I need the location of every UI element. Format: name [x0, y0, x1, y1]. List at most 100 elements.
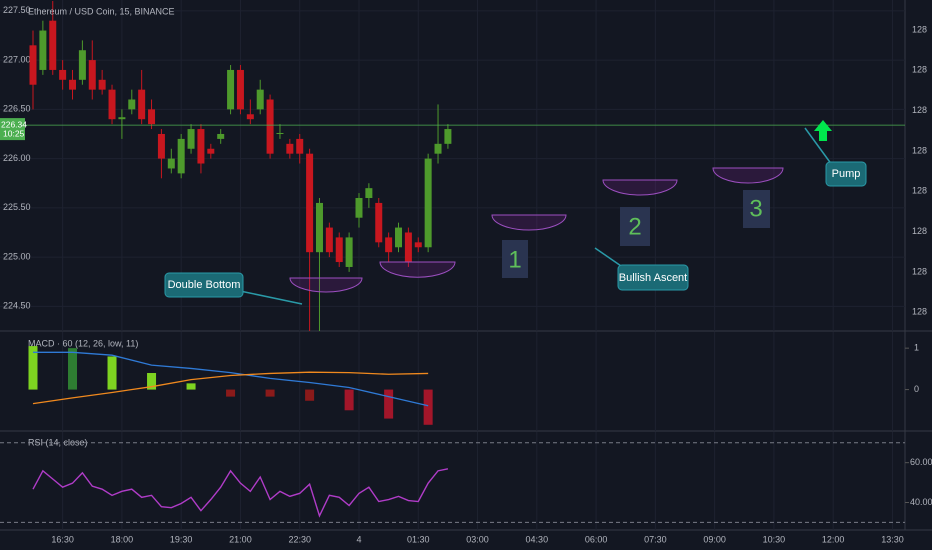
x-tick-label: 04:30	[526, 534, 549, 544]
x-tick-label: 07:30	[644, 534, 667, 544]
arc	[379, 261, 456, 278]
x-tick-label: 12:00	[822, 534, 845, 544]
y-tick-label: 60.00	[910, 457, 932, 467]
right-axis-label: 128	[912, 226, 927, 236]
step-label: 3	[749, 195, 762, 222]
y-tick-label: 1	[914, 343, 919, 353]
candle-body	[78, 50, 86, 80]
step-box	[743, 190, 770, 228]
x-tick-label: 01:30	[407, 534, 430, 544]
x-tick-label: 16:30	[51, 534, 74, 544]
right-axis-label: 128	[912, 24, 927, 34]
y-tick-label: 227.50	[3, 5, 31, 15]
x-tick-label: 06:00	[585, 534, 608, 544]
candle-body	[187, 129, 195, 149]
countdown-label: 10:25	[3, 128, 25, 138]
candle-body	[128, 99, 136, 110]
right-axis-label: 128	[912, 307, 927, 317]
candle-body	[414, 242, 422, 248]
right-axis-label: 128	[912, 145, 927, 155]
step-box	[620, 207, 650, 246]
candle-body	[286, 143, 294, 154]
x-tick-label: 03:00	[466, 534, 489, 544]
callout-pointer	[239, 290, 303, 305]
histogram-bar	[107, 356, 117, 390]
arc	[491, 214, 567, 231]
callout-pointer	[594, 247, 625, 269]
right-axis-label: 128	[912, 266, 927, 276]
candle-body	[177, 138, 185, 174]
candle-body	[335, 237, 343, 263]
candle-body	[444, 129, 452, 144]
candle-body	[207, 148, 215, 154]
candle-body	[385, 237, 393, 253]
x-tick-label: 09:00	[703, 534, 726, 544]
histogram-bar	[265, 389, 275, 397]
callout-box	[164, 272, 244, 298]
histogram-bar	[147, 373, 157, 390]
histogram-bar	[305, 389, 315, 401]
candle-body	[59, 69, 67, 80]
candle-body	[365, 188, 373, 199]
candle-body	[306, 153, 314, 253]
candle-body	[355, 198, 363, 218]
arc	[712, 167, 784, 184]
histogram-bar	[226, 389, 236, 397]
candle-body	[256, 89, 264, 110]
candle-body	[49, 20, 57, 70]
candle-body	[325, 227, 333, 253]
step-box	[502, 240, 528, 278]
candle-body	[434, 143, 442, 154]
candle-body	[138, 89, 146, 120]
histogram-bar	[423, 389, 433, 425]
macd-line	[32, 351, 429, 407]
histogram-bar	[384, 389, 394, 419]
candle-body	[29, 45, 37, 85]
x-tick-label: 18:00	[111, 534, 134, 544]
histogram-bar	[68, 348, 78, 390]
histogram-bar	[186, 383, 196, 390]
chart-title: Ethereum / USD Coin, 15, BINANCE	[28, 6, 175, 16]
y-tick-label: 225.50	[3, 202, 31, 212]
candle-body	[296, 138, 304, 154]
callout-box	[825, 161, 867, 187]
candle-body	[167, 158, 175, 169]
arrow-up	[814, 120, 832, 141]
candle-body	[315, 202, 323, 253]
x-tick-label: 22:30	[288, 534, 311, 544]
rsi-line	[32, 468, 449, 518]
candle-body	[395, 227, 403, 248]
y-tick-label: 40.00	[910, 497, 932, 507]
macd-line	[32, 371, 429, 405]
x-tick-label: 21:00	[229, 534, 252, 544]
callout-text: Bullish Ascent	[619, 272, 687, 284]
x-tick-label: 13:30	[881, 534, 904, 544]
histogram-bar	[28, 346, 38, 390]
candle-body	[217, 133, 225, 139]
candle-body	[375, 202, 383, 243]
candle-body	[404, 232, 412, 263]
y-tick-label: 224.50	[3, 301, 31, 311]
candle-body	[108, 89, 116, 120]
y-tick-label: 226.00	[3, 153, 31, 163]
last-price-label: 226.34	[1, 119, 27, 129]
step-label: 2	[628, 213, 641, 240]
arc	[602, 179, 678, 196]
candle-body	[157, 133, 165, 159]
x-tick-label: 10:30	[763, 534, 786, 544]
right-axis-label: 128	[912, 105, 927, 115]
y-tick-label: 0	[914, 384, 919, 394]
candle-body	[69, 79, 77, 90]
arc	[289, 277, 363, 293]
candle-body	[236, 69, 244, 110]
candle-body	[197, 129, 205, 164]
candle-body	[148, 109, 156, 125]
candle-body	[39, 30, 47, 70]
step-label: 1	[508, 246, 521, 273]
y-tick-label: 225.00	[3, 251, 31, 261]
right-axis-label: 128	[912, 65, 927, 75]
x-tick-label: 4	[356, 534, 361, 544]
